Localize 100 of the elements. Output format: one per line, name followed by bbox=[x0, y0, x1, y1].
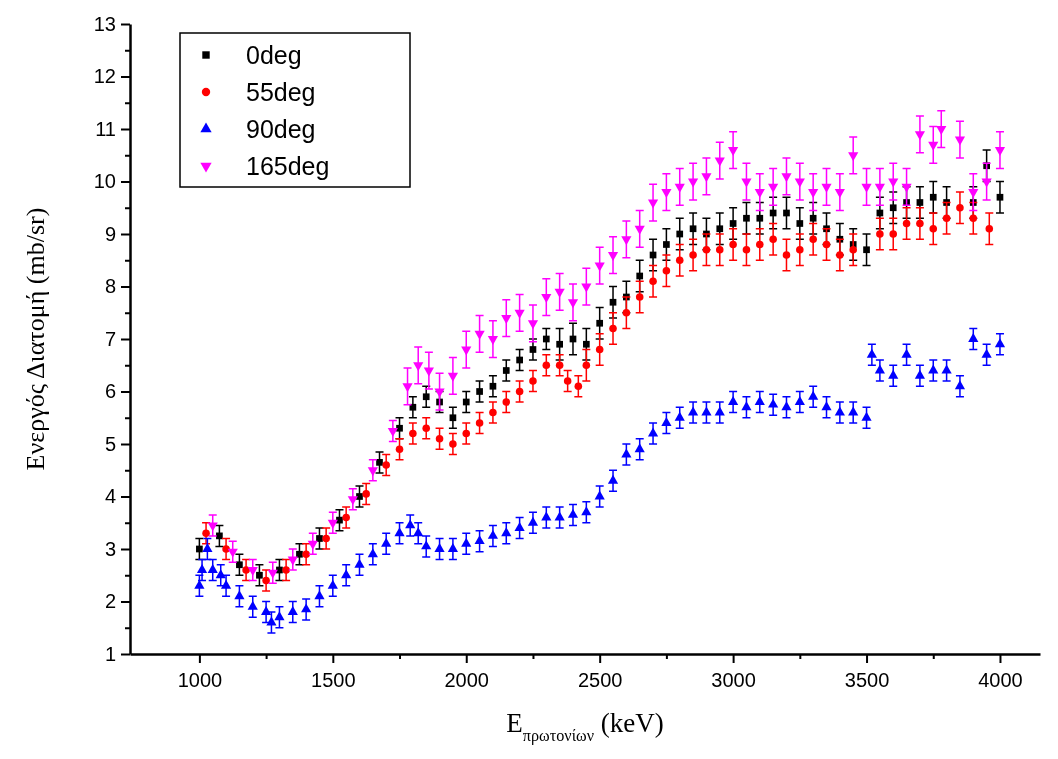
point bbox=[716, 225, 724, 233]
point bbox=[822, 240, 831, 249]
point bbox=[396, 424, 403, 432]
point bbox=[541, 294, 552, 303]
point bbox=[634, 225, 645, 235]
point bbox=[889, 204, 897, 212]
legend-label: 165deg bbox=[246, 152, 330, 180]
point bbox=[402, 383, 413, 393]
point bbox=[487, 336, 499, 345]
x-tick-label: 3000 bbox=[711, 669, 756, 691]
point bbox=[969, 214, 978, 223]
point bbox=[595, 345, 604, 354]
point bbox=[515, 387, 524, 396]
x-tick-label: 3500 bbox=[844, 669, 890, 691]
point bbox=[874, 183, 885, 193]
point bbox=[689, 251, 697, 259]
point bbox=[262, 576, 270, 585]
point bbox=[542, 361, 551, 370]
point bbox=[609, 298, 617, 306]
point bbox=[768, 183, 779, 193]
point bbox=[356, 493, 363, 500]
point bbox=[996, 193, 1004, 201]
legend-label: 0deg bbox=[246, 41, 302, 69]
point bbox=[889, 230, 898, 238]
point bbox=[754, 189, 765, 198]
y-tick-label: 9 bbox=[104, 222, 116, 245]
x-tick-label: 1500 bbox=[311, 669, 356, 691]
point bbox=[916, 219, 924, 228]
point bbox=[985, 224, 994, 233]
point bbox=[423, 367, 434, 377]
point bbox=[582, 340, 590, 348]
legend-label: 90deg bbox=[246, 115, 316, 143]
point bbox=[715, 245, 724, 254]
point bbox=[689, 225, 697, 233]
point bbox=[555, 361, 564, 370]
point bbox=[307, 540, 318, 550]
point bbox=[362, 490, 370, 498]
y-tick-label: 8 bbox=[104, 275, 116, 298]
point bbox=[567, 299, 579, 309]
point bbox=[756, 240, 764, 249]
point bbox=[449, 414, 457, 422]
point bbox=[476, 388, 483, 395]
point bbox=[809, 214, 817, 222]
y-tick-label: 4 bbox=[104, 485, 116, 508]
point bbox=[769, 235, 777, 244]
point bbox=[675, 256, 684, 265]
point bbox=[422, 424, 430, 433]
point bbox=[928, 141, 939, 151]
point bbox=[743, 214, 750, 222]
point bbox=[563, 377, 572, 385]
point bbox=[834, 189, 845, 198]
point bbox=[527, 320, 539, 330]
point bbox=[647, 199, 659, 209]
point bbox=[236, 561, 243, 569]
point bbox=[849, 245, 857, 254]
point bbox=[282, 566, 290, 574]
point bbox=[514, 309, 525, 319]
point bbox=[474, 330, 485, 340]
point bbox=[207, 522, 218, 532]
x-tick-label: 2000 bbox=[444, 669, 489, 691]
point bbox=[475, 419, 484, 427]
legend-label: 55deg bbox=[246, 78, 316, 106]
point bbox=[902, 219, 911, 228]
point bbox=[821, 183, 832, 193]
point bbox=[502, 398, 511, 406]
point bbox=[227, 548, 238, 558]
point bbox=[422, 393, 430, 401]
point bbox=[609, 324, 617, 333]
point bbox=[256, 571, 263, 579]
point bbox=[516, 356, 523, 364]
point bbox=[729, 240, 737, 249]
point bbox=[367, 467, 378, 477]
point bbox=[808, 189, 819, 198]
point bbox=[502, 367, 510, 374]
point bbox=[783, 209, 790, 217]
point bbox=[622, 308, 631, 317]
y-tick-label: 7 bbox=[104, 327, 116, 350]
point bbox=[782, 251, 791, 259]
point bbox=[901, 183, 912, 193]
point bbox=[661, 189, 672, 198]
point bbox=[796, 245, 804, 254]
x-tick-label: 4000 bbox=[978, 669, 1023, 691]
point bbox=[409, 429, 417, 438]
point bbox=[607, 252, 619, 261]
point bbox=[529, 346, 537, 353]
point bbox=[863, 246, 870, 254]
point bbox=[322, 534, 330, 543]
point bbox=[674, 183, 685, 193]
point bbox=[489, 408, 497, 417]
y-tick-label: 11 bbox=[95, 117, 116, 140]
point bbox=[376, 459, 383, 466]
x-axis-title: E$_{πρωτονίων}$ (keV) bbox=[506, 708, 664, 745]
point bbox=[542, 335, 550, 343]
y-tick-label: 12 bbox=[93, 65, 116, 88]
point bbox=[836, 251, 844, 259]
point bbox=[916, 199, 924, 206]
point bbox=[756, 214, 764, 222]
point bbox=[876, 230, 884, 238]
point bbox=[796, 220, 804, 227]
point bbox=[395, 445, 404, 454]
